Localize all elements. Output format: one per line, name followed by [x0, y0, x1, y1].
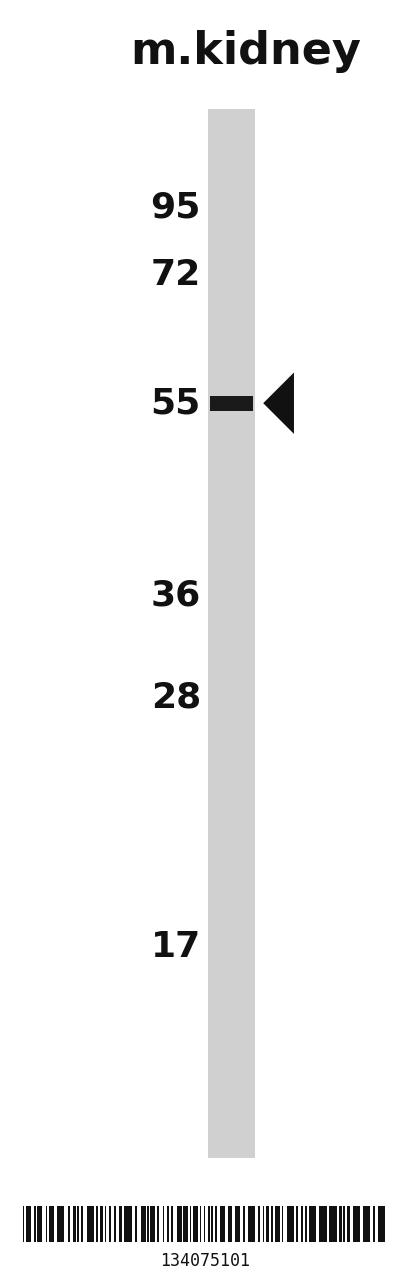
Bar [100, 1206, 103, 1242]
Bar [274, 1206, 279, 1242]
Text: m.kidney: m.kidney [130, 29, 361, 73]
Bar [270, 1206, 272, 1242]
Bar [352, 1206, 360, 1242]
Bar [346, 1206, 349, 1242]
Bar [209, 396, 252, 411]
Bar [104, 1206, 106, 1242]
Bar [162, 1206, 164, 1242]
Bar [328, 1206, 336, 1242]
Bar [199, 1206, 201, 1242]
Bar [265, 1206, 268, 1242]
Bar [22, 1206, 24, 1242]
Bar [286, 1206, 293, 1242]
Bar [57, 1206, 64, 1242]
Bar [189, 1206, 191, 1242]
Bar [150, 1206, 155, 1242]
Bar [295, 1206, 297, 1242]
Bar [113, 1206, 116, 1242]
Bar [227, 1206, 232, 1242]
Bar [119, 1206, 121, 1242]
Bar [176, 1206, 181, 1242]
Text: 36: 36 [150, 579, 200, 612]
Bar [308, 1206, 315, 1242]
Bar [140, 1206, 145, 1242]
Bar [319, 1206, 326, 1242]
Bar [34, 1206, 36, 1242]
Polygon shape [263, 372, 293, 434]
Bar [257, 1206, 259, 1242]
Bar [211, 1206, 212, 1242]
Text: 95: 95 [150, 191, 200, 224]
Text: 17: 17 [150, 931, 200, 964]
Bar [220, 1206, 225, 1242]
Bar [207, 109, 254, 1158]
Bar [157, 1206, 159, 1242]
Bar [304, 1206, 306, 1242]
Bar [281, 1206, 283, 1242]
Bar [234, 1206, 239, 1242]
Bar [183, 1206, 188, 1242]
Bar [247, 1206, 255, 1242]
Bar [124, 1206, 131, 1242]
Bar [108, 1206, 111, 1242]
Text: 55: 55 [150, 387, 200, 420]
Bar [166, 1206, 169, 1242]
Bar [67, 1206, 70, 1242]
Bar [26, 1206, 31, 1242]
Bar [171, 1206, 173, 1242]
Bar [81, 1206, 83, 1242]
Bar [203, 1206, 205, 1242]
Bar [362, 1206, 369, 1242]
Bar [77, 1206, 79, 1242]
Bar [86, 1206, 94, 1242]
Bar [95, 1206, 98, 1242]
Bar [372, 1206, 374, 1242]
Bar [243, 1206, 244, 1242]
Text: 72: 72 [150, 259, 200, 292]
Bar [342, 1206, 344, 1242]
Bar [262, 1206, 264, 1242]
Bar [215, 1206, 216, 1242]
Bar [147, 1206, 148, 1242]
Bar [37, 1206, 42, 1242]
Bar [377, 1206, 384, 1242]
Bar [73, 1206, 76, 1242]
Bar [193, 1206, 198, 1242]
Bar [45, 1206, 47, 1242]
Bar [135, 1206, 137, 1242]
Bar [300, 1206, 302, 1242]
Text: 134075101: 134075101 [160, 1252, 249, 1270]
Text: 28: 28 [150, 681, 200, 714]
Bar [338, 1206, 341, 1242]
Bar [207, 1206, 209, 1242]
Bar [49, 1206, 54, 1242]
